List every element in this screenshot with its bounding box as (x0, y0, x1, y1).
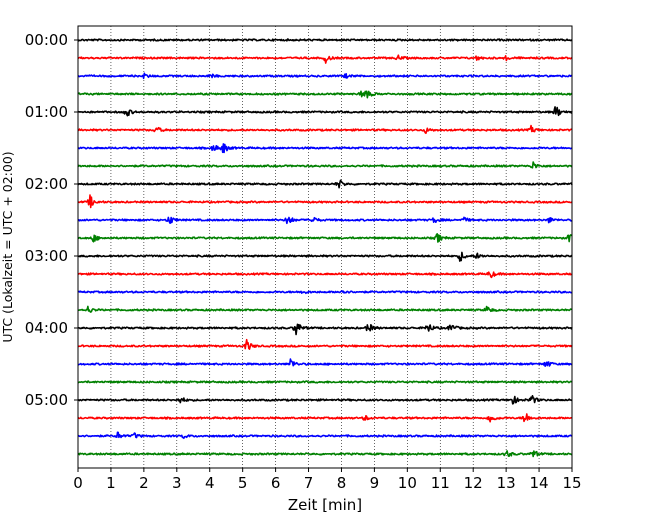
trace-0315 (77, 271, 573, 279)
x-tick-label: 15 (562, 474, 581, 492)
x-tick-label: 8 (337, 474, 347, 492)
trace-0515 (77, 413, 573, 423)
y-tick-label: 04:00 (25, 319, 68, 337)
y-tick-label: 03:00 (25, 247, 68, 265)
x-tick-label: 13 (497, 474, 516, 492)
trace-0000 (77, 38, 573, 42)
axes: 0 1 2 3 4 5 6 7 8 9 10 11 12 13 14 1500:0001:0002:0003:… (25, 31, 582, 492)
x-tick-label: 0 (73, 474, 83, 492)
x-tick-label: 6 (271, 474, 281, 492)
trace-0115 (77, 124, 573, 135)
trace-0445 (77, 380, 573, 384)
x-tick-label: 7 (304, 474, 314, 492)
trace-0200 (77, 179, 573, 189)
trace-0430 (77, 358, 573, 367)
trace-0415 (77, 338, 573, 350)
trace-0345 (77, 305, 573, 313)
trace-0015 (77, 54, 573, 64)
x-tick-label: 11 (431, 474, 450, 492)
x-tick-label: 10 (398, 474, 417, 492)
trace-0215 (77, 194, 573, 209)
trace-0030 (77, 72, 573, 80)
x-tick-label: 9 (370, 474, 380, 492)
trace-0245 (77, 233, 573, 243)
x-tick-label: 12 (464, 474, 483, 492)
x-tick-label: 1 (106, 474, 116, 492)
trace-0100 (77, 106, 573, 117)
trace-0230 (77, 216, 573, 225)
trace-0545 (77, 450, 573, 458)
trace-0130 (77, 143, 573, 154)
trace-0045 (77, 90, 573, 99)
trace-group (77, 38, 573, 458)
trace-0330 (77, 290, 573, 295)
x-tick-label: 3 (172, 474, 182, 492)
trace-0400 (77, 323, 573, 336)
y-tick-label: 05:00 (25, 391, 68, 409)
y-axis-label: UTC (Lokalzeit = UTC + 02:00) (0, 151, 15, 342)
y-tick-label: 00:00 (25, 31, 68, 49)
trace-0500 (77, 395, 573, 405)
trace-0145 (77, 161, 573, 169)
x-tick-label: 5 (238, 474, 248, 492)
x-tick-label: 4 (205, 474, 215, 492)
y-tick-label: 01:00 (25, 103, 68, 121)
trace-0530 (77, 431, 573, 440)
x-tick-label: 2 (139, 474, 149, 492)
x-axis-label: Zeit [min] (288, 496, 362, 514)
x-tick-label: 14 (530, 474, 549, 492)
plot-frame (77, 25, 573, 469)
trace-0300 (77, 251, 573, 262)
y-tick-label: 02:00 (25, 175, 68, 193)
